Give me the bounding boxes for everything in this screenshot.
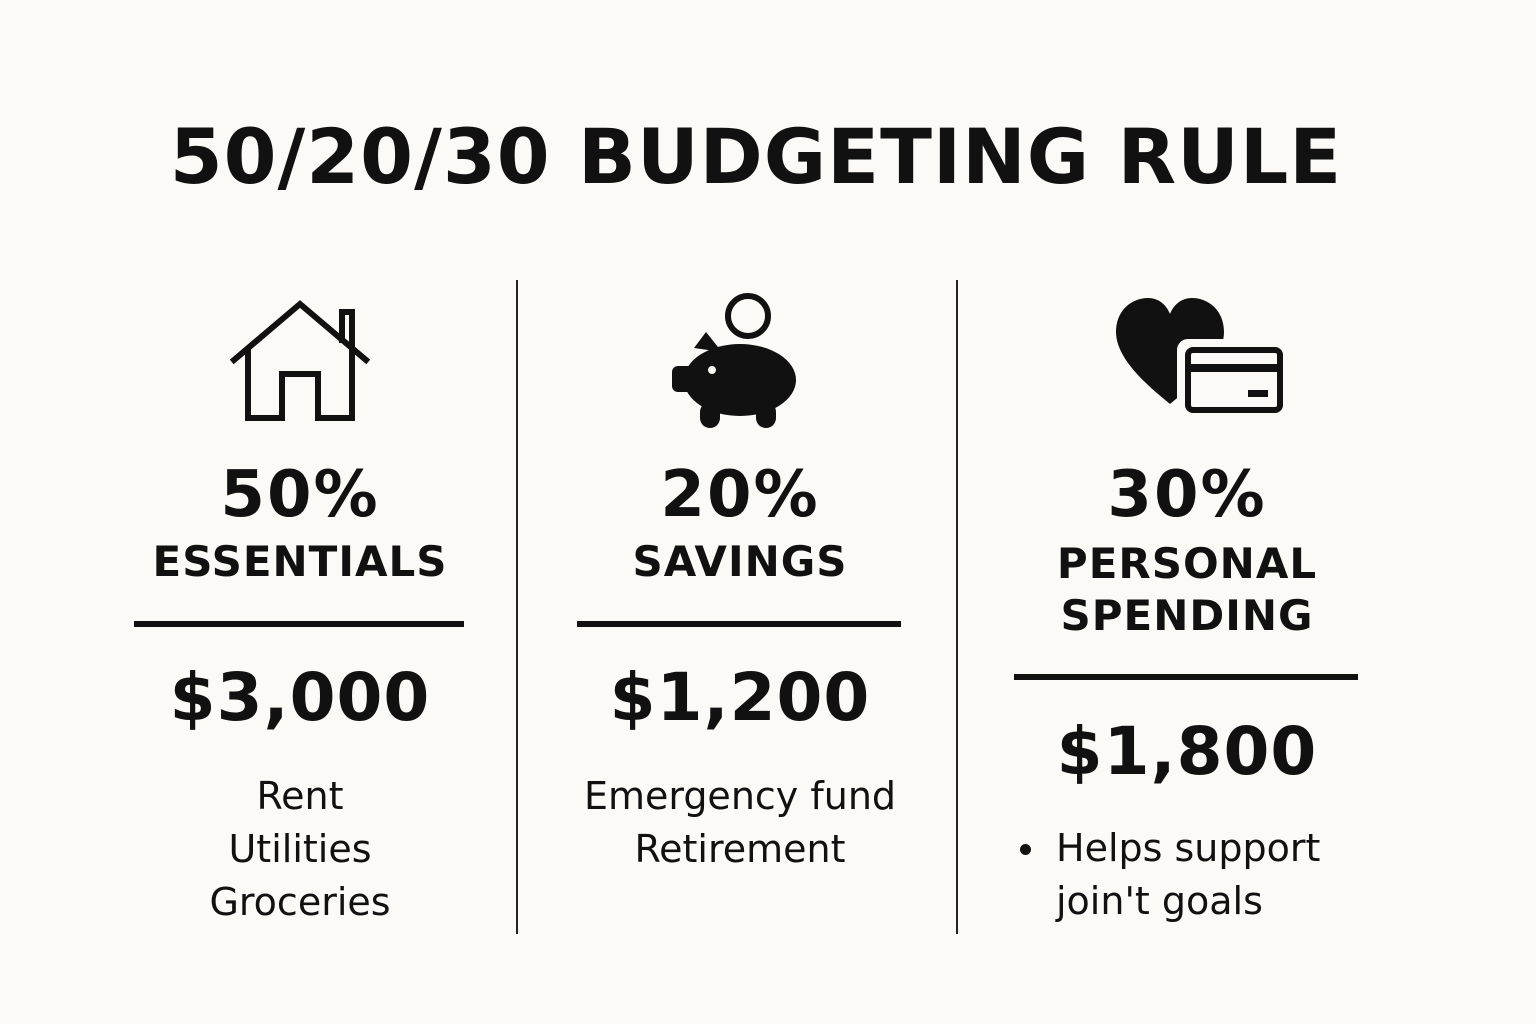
piggy-bank-icon (670, 292, 805, 432)
amount-value: $3,000 (169, 659, 431, 736)
amount-value: $1,800 (1056, 713, 1318, 790)
amount-value: $1,200 (609, 659, 871, 736)
page-title: 50/20/30 BUDGETING RULE (169, 112, 1343, 201)
section-rule (577, 621, 901, 627)
column-divider-left (516, 280, 518, 934)
item-list: Rent Utilities Groceries (130, 770, 470, 929)
category-label-line2: SPENDING (1060, 591, 1314, 640)
percent-label: 50% (220, 458, 380, 532)
percent-label: 30% (1107, 458, 1267, 532)
list-item: Groceries (209, 880, 391, 924)
list-item: Retirement (634, 827, 846, 871)
essentials-column: 50% ESSENTIALS $3,000 Rent Utilities Gro… (130, 0, 470, 1024)
house-icon (229, 298, 371, 424)
bullet-dot (1020, 844, 1031, 855)
list-item: Rent (256, 774, 344, 818)
personal-spending-column: 30% PERSONAL SPENDING $1,800 Helps suppo… (1012, 0, 1362, 1024)
percent-label: 20% (660, 458, 820, 532)
item-list: Emergency fund Retirement (575, 770, 905, 876)
category-label: ESSENTIALS (152, 537, 448, 586)
section-rule (1014, 674, 1358, 680)
column-divider-right (956, 280, 958, 934)
list-item: Utilities (228, 827, 372, 871)
savings-column: 20% SAVINGS $1,200 Emergency fund Retire… (575, 0, 905, 1024)
section-rule (134, 621, 464, 627)
heart-credit-card-icon (1114, 296, 1287, 418)
bullet-text-line2: join't goals (1056, 879, 1263, 923)
category-label: SAVINGS (632, 537, 848, 586)
bullet-text-line1: Helps support (1056, 826, 1321, 870)
category-label-line1: PERSONAL (1056, 539, 1318, 588)
list-item: Emergency fund (583, 774, 897, 818)
